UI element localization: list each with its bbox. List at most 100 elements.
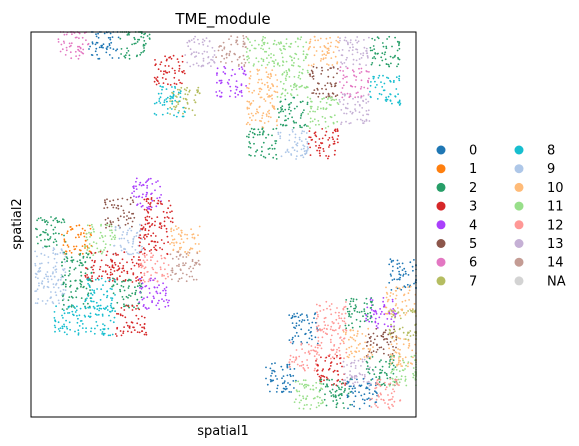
spot-point — [276, 79, 279, 81]
spot-point — [325, 300, 328, 303]
spot-point — [137, 266, 140, 268]
spot-point — [394, 36, 396, 39]
spot-point — [324, 332, 327, 335]
spot-point — [298, 365, 301, 367]
spot-point — [192, 63, 195, 66]
spot-point — [383, 305, 386, 307]
spot-point — [404, 314, 407, 316]
spot-point — [173, 244, 176, 247]
spot-point — [109, 274, 112, 276]
spot-point — [156, 286, 159, 289]
spot-point — [55, 261, 58, 264]
spot-point — [225, 62, 227, 64]
spot-point — [198, 250, 201, 253]
spot-point — [327, 93, 330, 96]
spot-point — [390, 289, 393, 291]
spot-point — [321, 137, 324, 140]
spot-point — [322, 92, 324, 95]
spot-point — [398, 270, 400, 273]
spot-point — [107, 217, 109, 220]
spot-point — [62, 294, 65, 296]
spot-point — [263, 83, 266, 86]
spot-cluster-0 — [288, 312, 319, 345]
spot-point — [363, 120, 366, 123]
spot-point — [316, 369, 319, 372]
spot-point — [375, 404, 378, 407]
spot-point — [369, 317, 372, 320]
spot-point — [356, 332, 359, 335]
spot-point — [192, 37, 195, 40]
spot-point — [83, 235, 86, 238]
spot-point — [106, 296, 108, 299]
spot-point — [140, 262, 143, 265]
spot-point — [192, 278, 195, 281]
spot-point — [220, 91, 223, 94]
spot-point — [180, 277, 183, 279]
spot-point — [298, 74, 300, 77]
spot-point — [337, 314, 340, 317]
spot-point — [312, 65, 315, 68]
spot-point — [344, 36, 347, 39]
spot-point — [399, 274, 402, 276]
spot-point — [110, 297, 112, 299]
spot-point — [335, 351, 338, 353]
spot-point — [298, 383, 301, 385]
spot-point — [282, 110, 285, 113]
spot-point — [367, 327, 370, 330]
legend-label: 1 — [469, 162, 477, 177]
spot-point — [374, 390, 376, 393]
spot-point — [80, 297, 83, 299]
spot-point — [391, 102, 393, 105]
spot-point — [360, 67, 363, 70]
spot-point — [365, 52, 368, 55]
spot-point — [124, 316, 127, 319]
spot-point — [313, 118, 316, 121]
spot-point — [383, 323, 386, 326]
spot-point — [163, 216, 166, 219]
spot-point — [345, 58, 348, 61]
spot-point — [372, 332, 375, 335]
spot-point — [140, 296, 143, 299]
spot-point — [306, 146, 309, 148]
spot-point — [298, 401, 301, 404]
spot-point — [322, 58, 325, 61]
spot-cluster-2 — [319, 378, 352, 409]
spot-cluster-10 — [307, 35, 340, 67]
spot-point — [39, 270, 42, 272]
spot-point — [386, 374, 388, 377]
spot-point — [245, 36, 248, 38]
spot-point — [105, 264, 107, 266]
spot-point — [182, 272, 184, 275]
spot-point — [236, 58, 239, 61]
spot-point — [64, 285, 67, 288]
spot-point — [89, 236, 91, 238]
spot-point — [305, 152, 308, 155]
spot-point — [67, 274, 70, 277]
spot-point — [345, 120, 347, 123]
spot-point — [184, 54, 187, 56]
spot-point — [111, 264, 114, 267]
spot-point — [143, 274, 146, 277]
spot-point — [281, 52, 283, 55]
spot-point — [394, 330, 396, 333]
spot-point — [75, 55, 77, 57]
spot-point — [69, 273, 71, 275]
spot-point — [139, 237, 142, 240]
spot-point — [392, 345, 394, 348]
spot-point — [264, 100, 267, 102]
spot-point — [78, 50, 81, 52]
spot-point — [305, 132, 308, 134]
spot-point — [388, 263, 391, 266]
spot-point — [123, 269, 125, 272]
spot-point — [221, 49, 224, 52]
spot-point — [349, 300, 352, 303]
spot-point — [350, 305, 352, 308]
spot-point — [255, 112, 257, 115]
spot-point — [349, 46, 351, 49]
spot-point — [52, 249, 55, 252]
spot-point — [397, 378, 400, 381]
spot-point — [336, 354, 338, 357]
spot-point — [90, 300, 92, 302]
spot-point — [312, 78, 315, 80]
spot-point — [312, 92, 315, 94]
